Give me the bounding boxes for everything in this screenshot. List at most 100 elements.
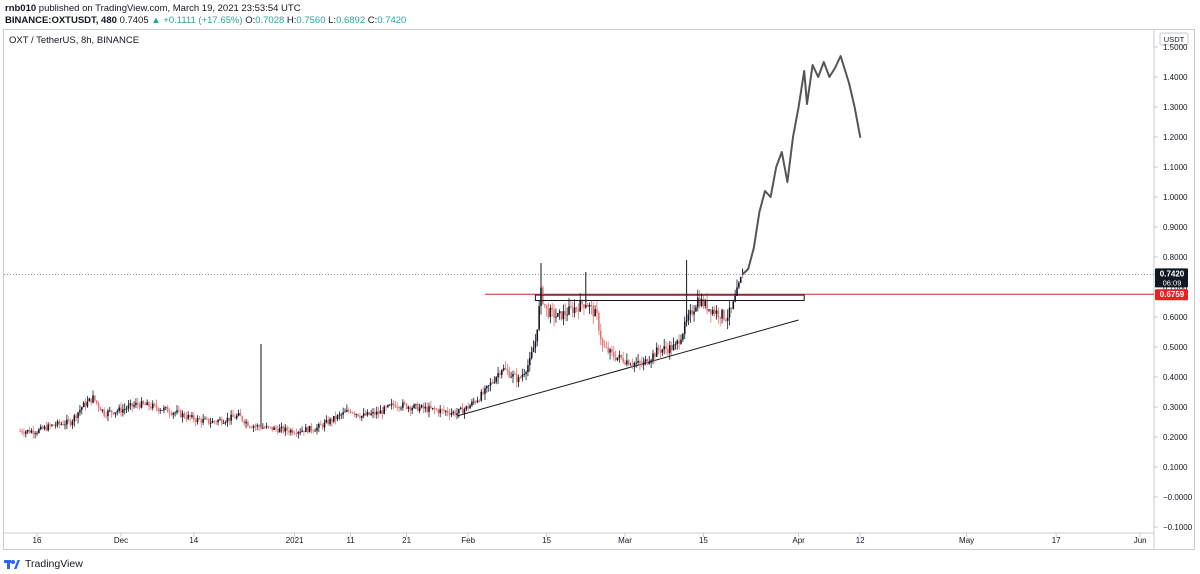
candle-body — [566, 314, 568, 316]
candle-body — [655, 347, 658, 357]
candle-body — [739, 277, 742, 283]
candle-body — [700, 298, 703, 306]
candle-body — [172, 413, 175, 415]
candle-body — [588, 304, 591, 307]
candle-body — [340, 414, 343, 416]
candle-body — [502, 367, 505, 371]
candle-body — [469, 405, 471, 409]
candle-body — [353, 412, 356, 415]
x-tick-label: 12 — [856, 536, 865, 545]
candle-body — [476, 400, 479, 403]
candle-body — [624, 362, 626, 365]
candle-body — [41, 426, 44, 429]
author-name[interactable]: rnb010 — [5, 3, 37, 14]
candle-body — [689, 310, 692, 315]
candle-body — [635, 362, 637, 364]
candle-body — [120, 407, 122, 413]
y-tick-label: 0.8000 — [1163, 253, 1188, 262]
candle-body — [67, 419, 70, 421]
candle-body — [501, 370, 503, 375]
tradingview-brand[interactable]: TradingView — [25, 558, 83, 570]
y-tick-label: −0.0000 — [1163, 493, 1193, 502]
candle-body — [178, 410, 180, 412]
candle-body — [166, 407, 169, 413]
candle-body — [571, 307, 574, 313]
candle-body — [282, 426, 285, 432]
candle-body — [607, 347, 609, 353]
candle-body — [187, 415, 189, 419]
resistance-price-value: 0.6759 — [1160, 290, 1185, 299]
candle-body — [19, 431, 21, 432]
x-tick-label: 15 — [699, 536, 708, 545]
candle-body — [641, 363, 643, 366]
trendline[interactable] — [456, 319, 799, 417]
candle-body — [596, 309, 598, 314]
projection-path[interactable] — [741, 55, 862, 276]
candle-body — [471, 401, 473, 406]
candle-body — [512, 374, 514, 377]
candle-body — [219, 419, 221, 421]
candle-body — [413, 404, 415, 409]
y-tick-label: 0.4000 — [1163, 373, 1188, 382]
candle-body — [32, 430, 35, 434]
candle-body — [418, 407, 421, 411]
open-label: O: — [245, 15, 256, 26]
candle-body — [383, 406, 385, 414]
candle-body — [234, 417, 236, 419]
candle-body — [194, 420, 197, 422]
candle-body — [103, 409, 105, 416]
candle-body — [657, 347, 660, 351]
resistance-box[interactable] — [534, 294, 805, 302]
candle-body — [417, 404, 419, 411]
candle-body — [370, 413, 372, 415]
candle-body — [39, 426, 42, 430]
candle-body — [66, 419, 68, 425]
candle-body — [243, 420, 245, 424]
candle-body — [116, 411, 119, 413]
candle-body — [92, 395, 94, 403]
candle-body — [286, 427, 288, 431]
candle-body — [474, 401, 477, 403]
candle-body — [135, 402, 137, 405]
candle-body — [297, 432, 300, 434]
candle-body — [491, 382, 494, 384]
candle-body — [193, 415, 195, 421]
open-value: 0.7028 — [255, 15, 285, 26]
candle-body — [564, 311, 567, 315]
candle-body — [306, 427, 309, 433]
candle-body — [463, 409, 466, 414]
candle-body — [168, 412, 171, 414]
candle-body — [224, 422, 227, 423]
candle-body — [728, 307, 731, 318]
candle-body — [185, 417, 188, 419]
candle-body — [153, 403, 156, 405]
candle-body — [484, 388, 486, 394]
candle-body — [730, 307, 733, 309]
candle-body — [118, 407, 120, 412]
candle-body — [706, 300, 708, 311]
candle-body — [586, 304, 589, 307]
candle-body — [605, 346, 608, 348]
candle-body — [277, 429, 279, 433]
candle-body — [291, 430, 294, 434]
candle-body — [73, 415, 76, 422]
candle-body — [228, 417, 231, 421]
candle-body — [176, 410, 178, 413]
candle-body — [333, 415, 335, 422]
candle-body — [150, 406, 152, 409]
candle-body — [364, 413, 367, 416]
candle-body — [577, 308, 580, 312]
candle-body — [112, 412, 115, 415]
tradingview-logo-icon[interactable] — [4, 558, 20, 570]
candle-body — [633, 362, 636, 366]
y-tick-label: 0.6000 — [1163, 313, 1188, 322]
low-value: 0.6892 — [336, 15, 366, 26]
candle-body — [151, 403, 154, 409]
candle-body — [446, 411, 449, 414]
candle-body — [459, 407, 462, 409]
candle-body — [90, 398, 92, 403]
y-tick-label: 0.1000 — [1163, 463, 1188, 472]
candle-body — [334, 415, 337, 420]
candle-body — [639, 361, 641, 364]
